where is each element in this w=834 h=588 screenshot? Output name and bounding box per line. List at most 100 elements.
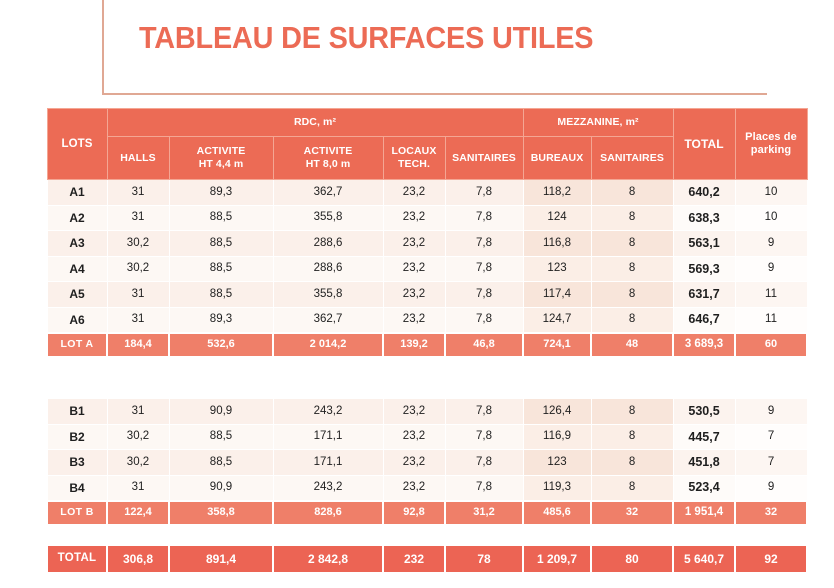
table-row: B2 30,2 88,5 171,1 23,2 7,8 116,9 8 445,7 7 [46,423,808,450]
cell-san-mezz: 8 [590,204,674,231]
cell-san-rdc: 7,8 [444,423,524,450]
header-sanitaires-rdc: SANITAIRES [444,136,524,180]
cell-halls: 31 [106,204,170,231]
header-locaux-tech: LOCAUX TECH. [382,136,446,180]
cell-act44: 89,3 [168,179,274,206]
cell-halls: 31 [106,306,170,333]
cell-act80: 243,2 [272,398,384,425]
header-activite-80-line1: ACTIVITE [303,145,353,158]
cell-halls: 31 [106,179,170,206]
cell-total: 631,7 [672,281,736,308]
cell-halls: 184,4 [106,331,170,358]
cell-act80: 828,6 [272,499,384,526]
cell-lot: A5 [46,281,108,308]
cell-parking: 11 [734,281,808,308]
summary-row-lot-b: LOT B 122,4 358,8 828,6 92,8 31,2 485,6 32 1 951… [46,499,809,526]
cell-total: 5 640,7 [672,543,737,574]
cell-san-rdc: 7,8 [444,474,524,501]
cell-san-rdc: 78 [443,543,525,574]
cell-halls: 31 [106,474,170,501]
cell-lot: A1 [46,179,108,206]
header-bureaux: BUREAUX [522,136,592,180]
cell-bureaux: 124,7 [522,306,592,333]
cell-act80: 355,8 [272,204,384,231]
cell-san-mezz: 32 [590,499,675,526]
cell-locaux: 23,2 [382,449,446,476]
cell-bureaux: 116,8 [522,230,592,257]
cell-locaux: 92,8 [382,499,446,526]
cell-total: 445,7 [672,423,736,450]
cell-halls: 31 [106,398,170,425]
cell-bureaux: 124 [522,204,592,231]
cell-lot: TOTAL [46,543,108,574]
cell-san-rdc: 7,8 [444,449,524,476]
title-frame: TABLEAU DE SURFACES UTILES [102,0,767,95]
cell-total: 3 689,3 [672,331,737,358]
cell-locaux: 23,2 [382,306,446,333]
header-row-subs: HALLS ACTIVITE HT 4,4 m ACTIVITE HT 8,0 … [47,136,807,180]
table-row: A2 31 88,5 355,8 23,2 7,8 124 8 638,3 10 [46,204,808,231]
cell-locaux: 23,2 [382,398,446,425]
spacer-cell [47,524,808,545]
summary-row-lot-a: LOT A 184,4 532,6 2 014,2 139,2 46,8 724,1 48 3 … [46,331,809,358]
cell-parking: 92 [734,543,809,574]
header-parking: Places de parking [734,108,808,180]
cell-bureaux: 123 [522,255,592,282]
header-halls: HALLS [106,136,170,180]
cell-locaux: 139,2 [382,331,446,358]
cell-halls: 30,2 [106,230,170,257]
cell-total: 451,8 [672,449,736,476]
cell-bureaux: 116,9 [522,423,592,450]
cell-san-mezz: 8 [590,179,674,206]
table-row: A1 31 89,3 362,7 23,2 7,8 118,2 8 640,2 10 [46,179,808,206]
header-sanitaires-mezzanine: SANITAIRES [590,136,674,180]
header-group-rdc: RDC, m² [106,108,524,137]
cell-act80: 288,6 [272,255,384,282]
cell-total: 530,5 [672,398,736,425]
cell-act44: 89,3 [168,306,274,333]
cell-total: 523,4 [672,474,736,501]
cell-san-rdc: 7,8 [444,306,524,333]
spacer-cell [47,356,808,399]
cell-san-rdc: 7,8 [444,204,524,231]
cell-san-mezz: 8 [590,230,674,257]
table-row: A6 31 89,3 362,7 23,2 7,8 124,7 8 646,7 11 [46,306,808,333]
cell-locaux: 23,2 [382,281,446,308]
table-row: A3 30,2 88,5 288,6 23,2 7,8 116,8 8 563,1 9 [46,230,808,257]
surfaces-table-container: LOTS RDC, m² MEZZANINE, m² TOTAL Places … [46,108,809,574]
cell-bureaux: 126,4 [522,398,592,425]
header-activite-44-line2: HT 4,4 m [198,158,244,170]
cell-lot: B3 [46,449,108,476]
cell-san-rdc: 7,8 [444,255,524,282]
header-locaux-line2: TECH. [398,158,430,170]
cell-lot: A3 [46,230,108,257]
cell-bureaux: 123 [522,449,592,476]
header-activite-80: ACTIVITE HT 8,0 m [272,136,384,180]
cell-act44: 88,5 [168,423,274,450]
cell-act80: 171,1 [272,423,384,450]
cell-bureaux: 1 209,7 [522,543,593,574]
cell-san-mezz: 8 [590,306,674,333]
header-activite-80-line2: HT 8,0 m [305,158,351,170]
cell-lot: B4 [46,474,108,501]
cell-parking: 11 [734,306,808,333]
cell-san-mezz: 8 [590,474,674,501]
cell-san-mezz: 8 [590,281,674,308]
table-row: A5 31 88,5 355,8 23,2 7,8 117,4 8 631,7 11 [46,281,808,308]
table-row: B4 31 90,9 243,2 23,2 7,8 119,3 8 523,4 9 [46,474,808,501]
cell-halls: 306,8 [106,543,170,574]
cell-halls: 31 [106,281,170,308]
cell-parking: 9 [734,474,808,501]
cell-locaux: 23,2 [382,423,446,450]
cell-act80: 362,7 [272,306,384,333]
cell-act44: 88,5 [168,204,274,231]
header-lots: LOTS [46,108,108,180]
table-body: A1 31 89,3 362,7 23,2 7,8 118,2 8 640,2 10 A2 31 88,… [46,179,809,574]
header-total: TOTAL [672,108,736,180]
cell-locaux: 23,2 [382,204,446,231]
cell-locaux: 23,2 [382,255,446,282]
cell-total: 1 951,4 [672,499,737,526]
cell-parking: 9 [734,398,808,425]
cell-act44: 88,5 [168,449,274,476]
